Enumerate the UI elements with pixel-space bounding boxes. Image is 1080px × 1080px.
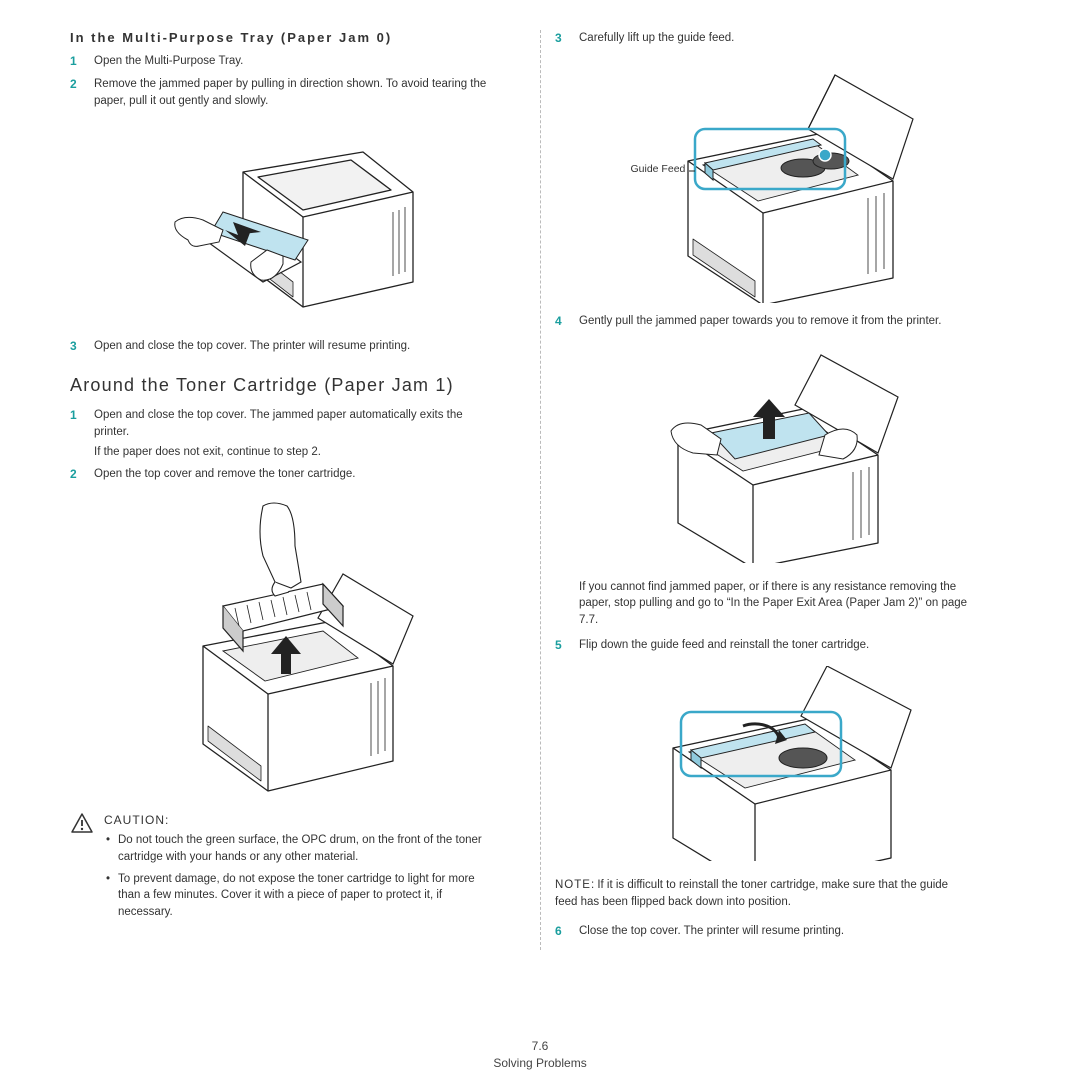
column-divider [540,30,541,950]
step-text: Close the top cover. The printer will re… [579,923,970,940]
step-text: Carefully lift up the guide feed. [579,30,970,47]
caution-bullet: Do not touch the green surface, the OPC … [104,832,495,865]
step-text-sub: If the paper does not exit, continue to … [94,444,495,461]
caution-icon [70,812,94,926]
inline-note: If you cannot find jammed paper, or if t… [579,579,970,629]
figure-remove-toner [143,496,423,796]
step-item: 1 Open and close the top cover. The jamm… [70,407,495,460]
step-number: 6 [555,923,569,940]
figure-pull-jammed [613,343,913,563]
step-number: 4 [555,313,569,330]
steps-mp-tray-cont: 3 Open and close the top cover. The prin… [70,338,495,355]
step-text: Open and close the top cover. The printe… [94,338,495,355]
note-text: : If it is difficult to reinstall the to… [555,879,948,908]
step-number: 1 [70,53,84,70]
figure-flip-down [603,666,923,861]
step-item: 1 Open the Multi-Purpose Tray. [70,53,495,70]
right-column: 3 Carefully lift up the guide feed. Guid… [520,30,980,970]
step-text: Open the top cover and remove the toner … [94,466,495,483]
step-number: 2 [70,76,84,109]
left-column: In the Multi-Purpose Tray (Paper Jam 0) … [60,30,520,970]
steps-right-a: 3 Carefully lift up the guide feed. [555,30,970,47]
steps-right-d: 6 Close the top cover. The printer will … [555,923,970,940]
steps-toner: 1 Open and close the top cover. The jamm… [70,407,495,483]
page-number: 7.6 [0,1038,1080,1055]
page-footer: 7.6 Solving Problems [0,1038,1080,1072]
note-block: NOTE: If it is difficult to reinstall th… [555,877,970,910]
caution-block: CAUTION: Do not touch the green surface,… [70,812,495,926]
step-number: 5 [555,637,569,654]
step-item: 4 Gently pull the jammed paper towards y… [555,313,970,330]
caution-label: CAUTION: [104,812,495,829]
caution-bullets: Do not touch the green surface, the OPC … [104,832,495,920]
step-text: Gently pull the jammed paper towards you… [579,313,970,330]
step-text: Remove the jammed paper by pulling in di… [94,76,495,109]
caution-bullet: To prevent damage, do not expose the ton… [104,871,495,921]
step-item: 6 Close the top cover. The printer will … [555,923,970,940]
step-number: 2 [70,466,84,483]
steps-right-c: 5 Flip down the guide feed and reinstall… [555,637,970,654]
step-text: Flip down the guide feed and reinstall t… [579,637,970,654]
step-text: Open and close the top cover. The jammed… [94,407,495,460]
caution-body: CAUTION: Do not touch the green surface,… [104,812,495,926]
figure-guide-feed [603,53,923,303]
step-number: 1 [70,407,84,460]
note-label: NOTE [555,879,591,891]
step-number: 3 [70,338,84,355]
step-item: 3 Open and close the top cover. The prin… [70,338,495,355]
step-item: 2 Open the top cover and remove the tone… [70,466,495,483]
guide-feed-label: Guide Feed [631,163,686,175]
page-layout: In the Multi-Purpose Tray (Paper Jam 0) … [0,0,1080,1000]
steps-mp-tray: 1 Open the Multi-Purpose Tray. 2 Remove … [70,53,495,110]
step-item: 5 Flip down the guide feed and reinstall… [555,637,970,654]
step-text-main: Open and close the top cover. The jammed… [94,409,463,438]
steps-right-b: 4 Gently pull the jammed paper towards y… [555,313,970,330]
sub-heading-mp-tray: In the Multi-Purpose Tray (Paper Jam 0) [70,30,495,45]
step-text: Open the Multi-Purpose Tray. [94,53,495,70]
footer-section: Solving Problems [0,1055,1080,1072]
step-item: 2 Remove the jammed paper by pulling in … [70,76,495,109]
figure-guide-feed-wrap: Guide Feed [603,53,923,303]
step-number: 3 [555,30,569,47]
figure-mp-tray [133,122,433,322]
step-item: 3 Carefully lift up the guide feed. [555,30,970,47]
heading-toner-cartridge: Around the Toner Cartridge (Paper Jam 1) [70,373,495,397]
